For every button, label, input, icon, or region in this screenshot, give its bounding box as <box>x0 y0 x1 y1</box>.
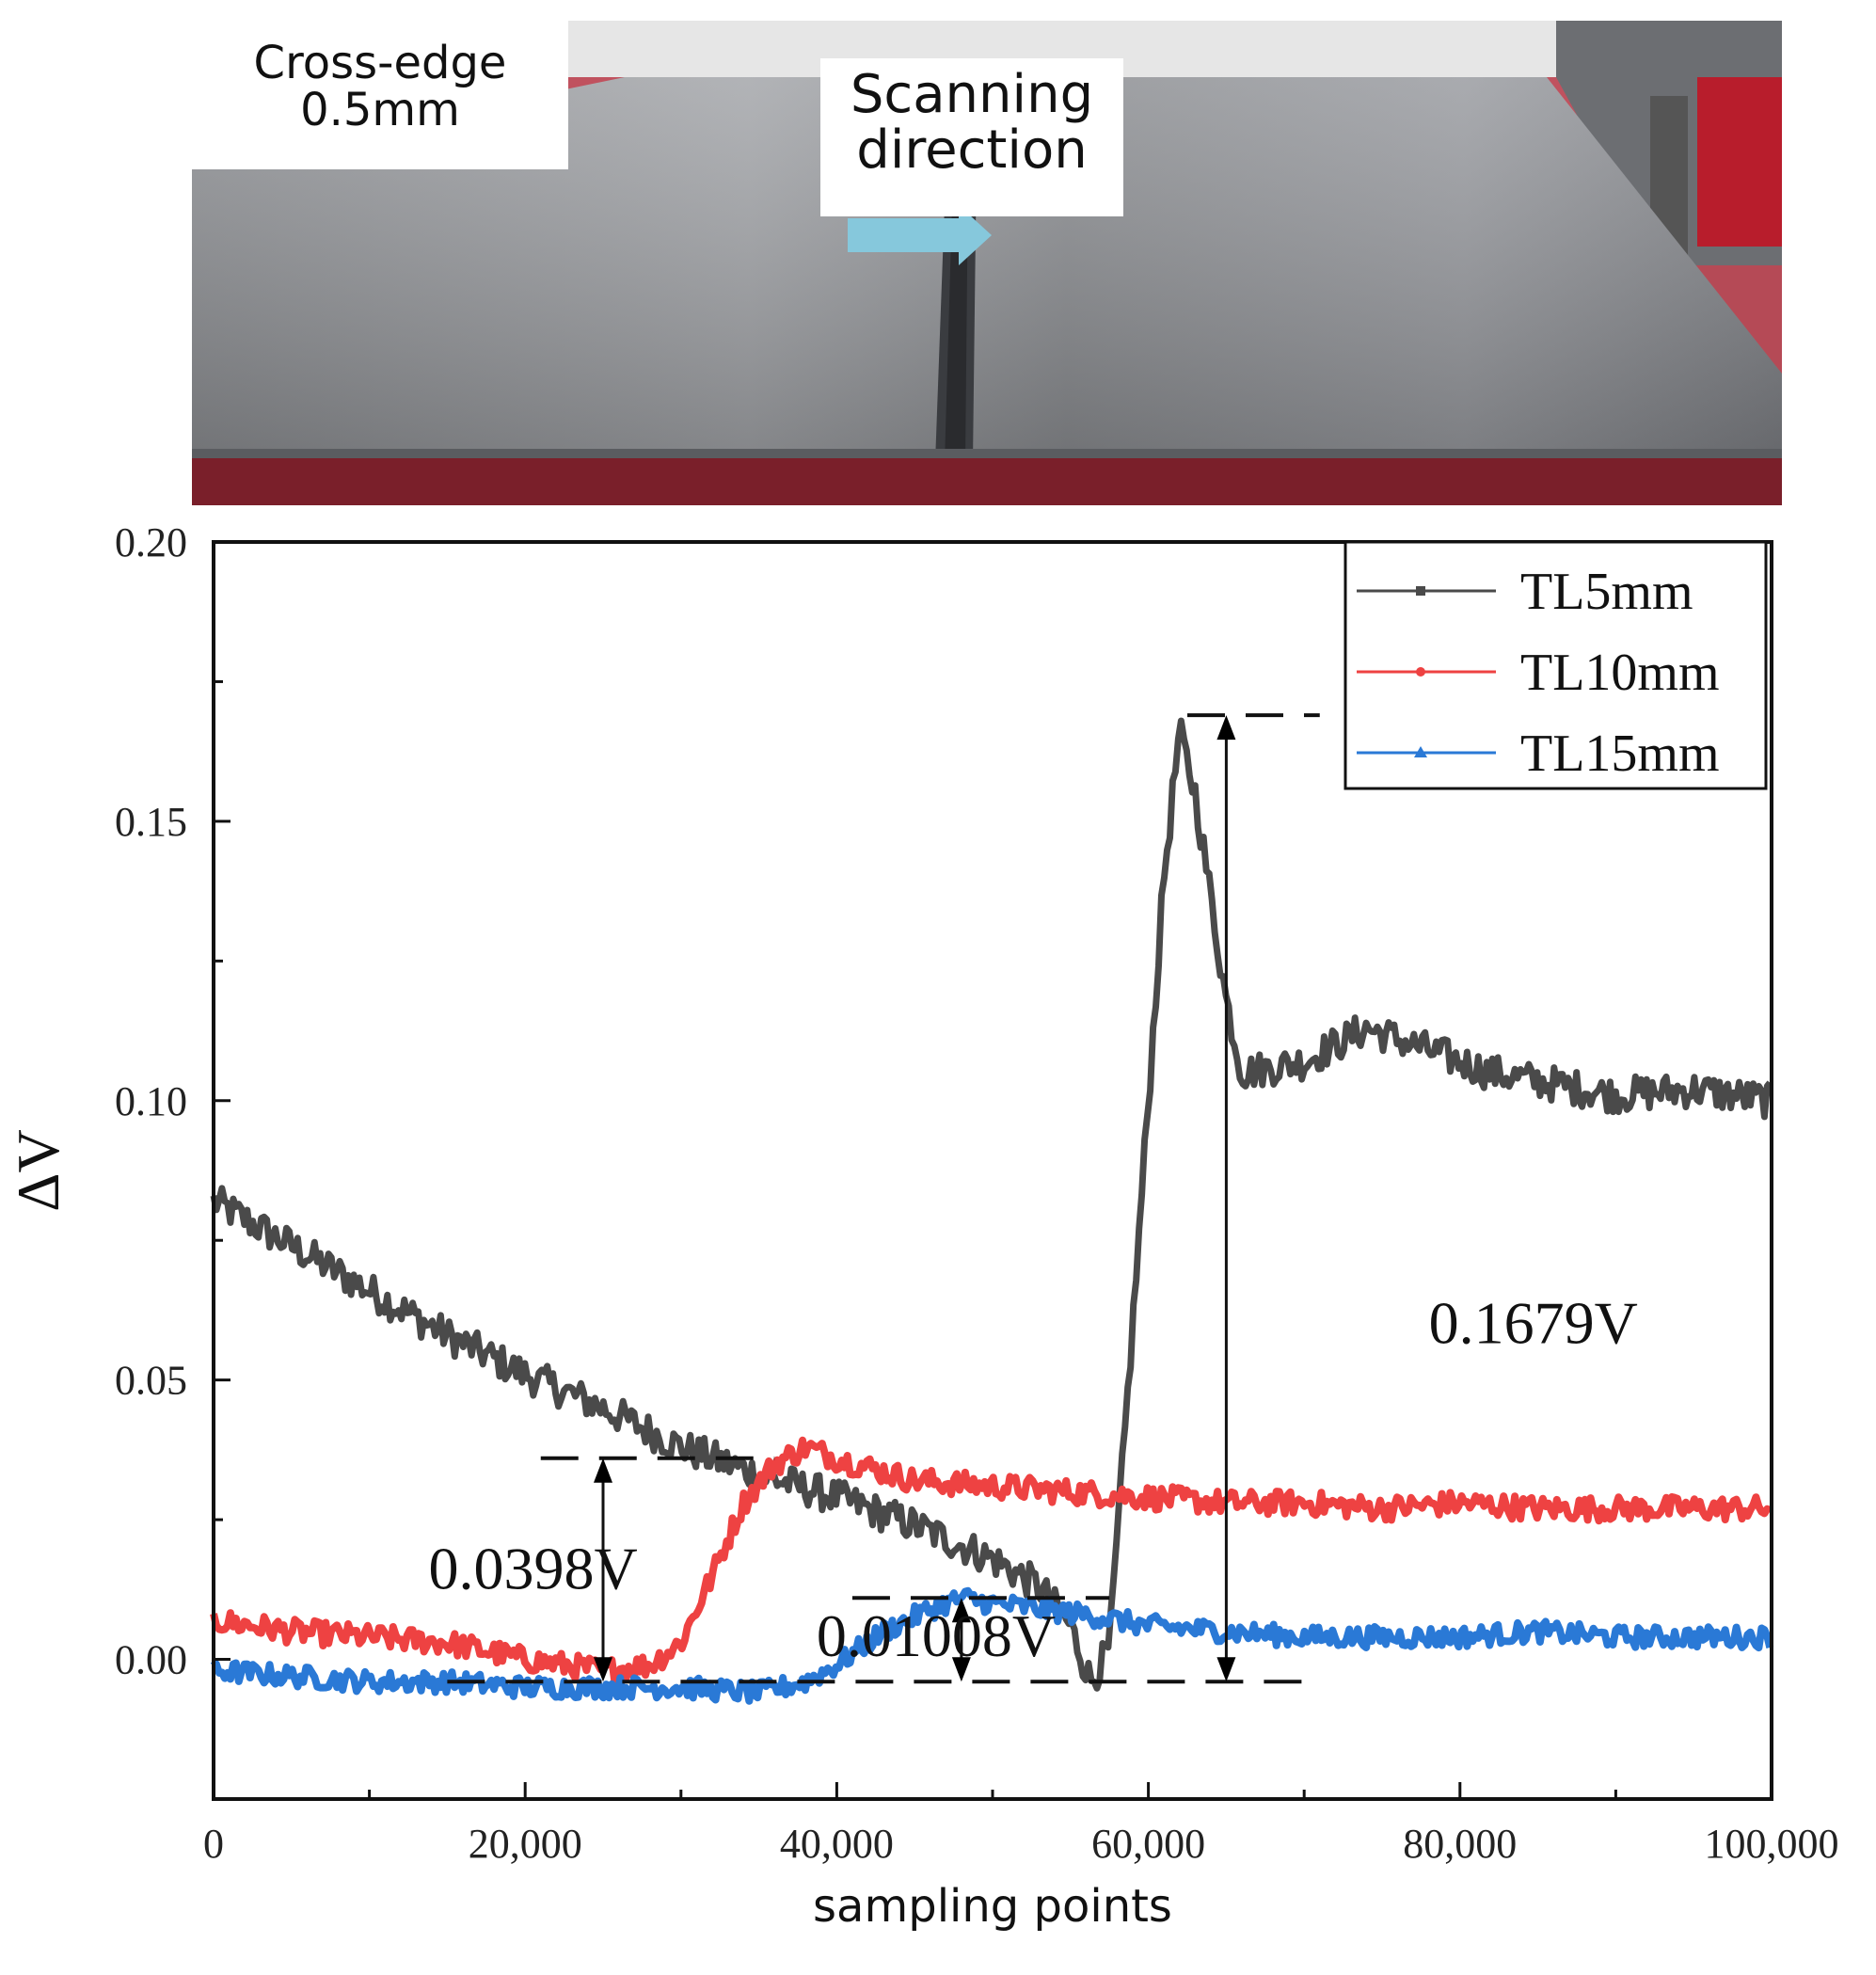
y-axis-label: ΔV <box>5 1129 72 1211</box>
scan-label-line1: Scanning <box>850 64 1094 125</box>
dimension-arrow-head-down <box>594 1657 612 1682</box>
legend-label: TL5mm <box>1520 563 1693 621</box>
annotation-layer: 0.0398V 0.01008V 0.1679V <box>429 713 1638 1684</box>
x-tick-label: 40,000 <box>780 1821 894 1867</box>
dimension-arrow-head-down <box>1216 1657 1236 1682</box>
cross-edge-line2: 0.5mm <box>300 84 460 137</box>
x-axis-label: sampling points <box>813 1880 1172 1933</box>
dimension-arrow-head-up <box>594 1457 612 1483</box>
annotation-label: 0.0398V <box>429 1536 638 1602</box>
legend-label: TL10mm <box>1520 644 1720 702</box>
scan-label-line2: direction <box>856 119 1088 181</box>
photo-panel: Cross-edge 0.5mm Scanning direction <box>192 21 1782 505</box>
dimension-arrow-head-down <box>951 1657 971 1682</box>
series-line-tl10mm <box>210 1436 1773 1685</box>
legend-label: TL15mm <box>1520 725 1720 783</box>
scan-arrow-body <box>848 218 961 252</box>
dimension-arrow-head-up <box>951 1598 971 1623</box>
x-tick-label: 20,000 <box>469 1821 582 1867</box>
scanning-direction-label: Scanning direction <box>820 58 1123 216</box>
annotation-label: 0.01008V <box>817 1602 1056 1669</box>
series-line-tl5mm <box>210 717 1773 1692</box>
cross-edge-label: Cross-edge 0.5mm <box>192 21 568 169</box>
axes-layer: 0 20,000 40,000 60,000 80,000 100,000 0.00 0.05… <box>115 519 1839 1867</box>
x-tick-label: 100,000 <box>1705 1821 1839 1867</box>
y-tick-label: 0.15 <box>115 799 187 845</box>
cross-edge-line1: Cross-edge <box>253 37 507 89</box>
y-tick-label: 0.10 <box>115 1078 187 1124</box>
x-tick-label: 0 <box>203 1821 224 1867</box>
y-tick-label: 0.20 <box>115 519 187 565</box>
chart: 0.0398V 0.01008V 0.1679V 0 20,000 40,000 60,0… <box>5 519 1839 1933</box>
y-tick-label: 0.00 <box>115 1637 187 1683</box>
legend-marker <box>1416 586 1425 596</box>
dimension-arrow-head-up <box>1216 715 1236 741</box>
legend-marker <box>1414 746 1427 757</box>
annotation-label: 0.1679V <box>1429 1289 1638 1356</box>
legend: TL5mm TL10mm TL15mm <box>1343 540 1768 790</box>
legend-box <box>1343 540 1768 790</box>
x-tick-label: 60,000 <box>1091 1821 1205 1867</box>
x-tick-label: 80,000 <box>1403 1821 1517 1867</box>
y-tick-label: 0.05 <box>115 1358 187 1404</box>
legend-marker <box>1416 667 1425 677</box>
scan-arrow-head <box>959 205 992 265</box>
